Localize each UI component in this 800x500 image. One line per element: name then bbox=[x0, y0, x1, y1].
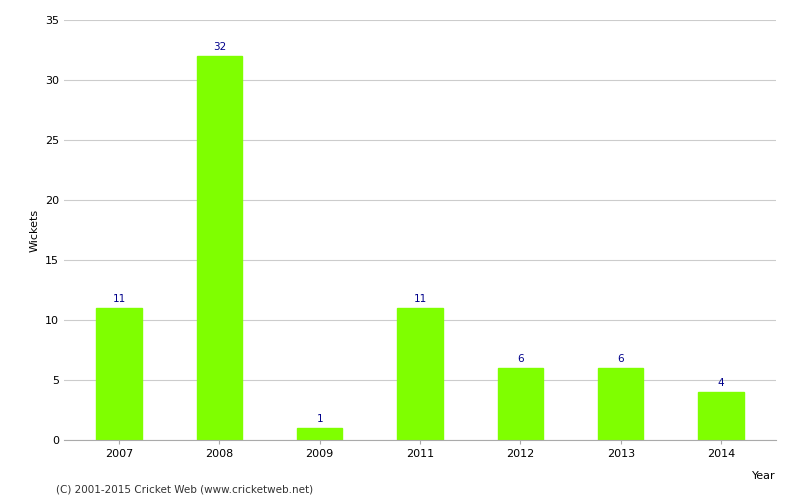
Text: (C) 2001-2015 Cricket Web (www.cricketweb.net): (C) 2001-2015 Cricket Web (www.cricketwe… bbox=[56, 485, 313, 495]
Text: 32: 32 bbox=[213, 42, 226, 52]
Y-axis label: Wickets: Wickets bbox=[30, 208, 39, 252]
Text: 1: 1 bbox=[316, 414, 323, 424]
Text: 6: 6 bbox=[517, 354, 524, 364]
Bar bbox=[96, 308, 142, 440]
Text: 6: 6 bbox=[618, 354, 624, 364]
Text: 4: 4 bbox=[718, 378, 724, 388]
Bar bbox=[398, 308, 442, 440]
Bar bbox=[498, 368, 543, 440]
Bar bbox=[598, 368, 643, 440]
Text: Year: Year bbox=[752, 470, 776, 480]
Text: 11: 11 bbox=[414, 294, 426, 304]
Bar bbox=[698, 392, 744, 440]
Text: 11: 11 bbox=[112, 294, 126, 304]
Bar bbox=[297, 428, 342, 440]
Bar bbox=[197, 56, 242, 440]
